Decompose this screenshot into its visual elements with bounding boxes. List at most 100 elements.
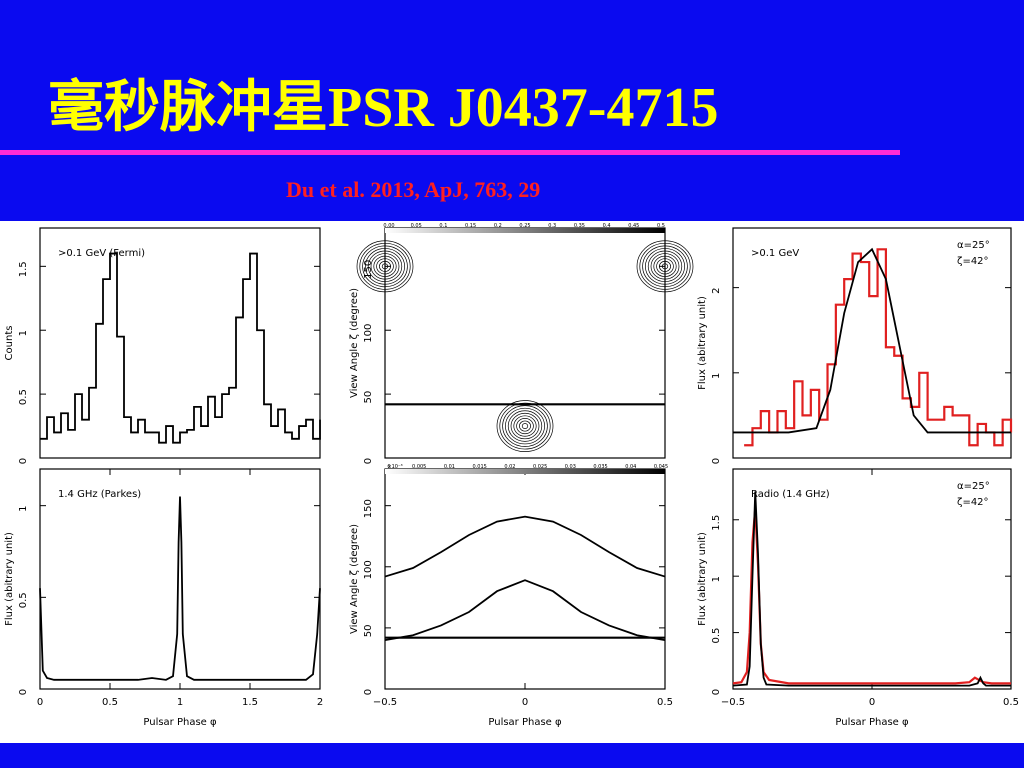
contour-ring bbox=[636, 240, 694, 293]
x-axis-label: Pulsar Phase φ bbox=[488, 717, 562, 728]
model-curve bbox=[733, 247, 1011, 434]
model-parameter: ζ=42° bbox=[957, 256, 989, 267]
x-tick-label: 1.5 bbox=[242, 697, 258, 708]
contour-ring bbox=[505, 407, 545, 445]
y-tick-label: 50 bbox=[363, 391, 374, 404]
colorbar-tick-label: 0.25 bbox=[519, 223, 530, 229]
contour-ring bbox=[507, 410, 543, 442]
x-tick-label: −0.5 bbox=[721, 697, 745, 708]
model-parameter: α=25° bbox=[957, 240, 990, 251]
y-tick-label: 0 bbox=[363, 689, 374, 695]
contour-ring bbox=[513, 415, 537, 437]
colorbar-tick-label: 0.00 bbox=[383, 223, 394, 229]
model-curve bbox=[40, 252, 321, 444]
contour-ring bbox=[647, 250, 683, 283]
colorbar-tick-label: 0 bbox=[387, 464, 390, 470]
y-tick-label: 1 bbox=[711, 373, 722, 379]
x-tick-label: 0 bbox=[869, 697, 875, 708]
x-axis-label: Pulsar Phase φ bbox=[835, 717, 909, 728]
y-axis-label: Counts bbox=[4, 326, 15, 361]
y-axis-label: Flux (abitrary unit) bbox=[697, 532, 708, 626]
x-tick-label: 1 bbox=[177, 697, 183, 708]
y-tick-label: 1 bbox=[18, 330, 29, 336]
emission_map_radio-chart: 0 50 100 150 −0.5 0 0.5 View Angle ζ (degree) Pu… bbox=[349, 464, 673, 728]
y-tick-label: 1 bbox=[18, 505, 29, 511]
contour-ring bbox=[521, 423, 529, 429]
y-tick-label: 0.5 bbox=[18, 592, 29, 608]
y-tick-label: 2 bbox=[711, 287, 722, 293]
y-tick-label: 0 bbox=[711, 458, 722, 464]
contour-ring bbox=[639, 242, 691, 290]
colorbar-tick-label: 0.02 bbox=[504, 464, 515, 470]
contour-ring bbox=[656, 258, 674, 275]
colorbar-tick-label: 0.35 bbox=[574, 223, 585, 229]
contour-ring bbox=[356, 240, 414, 293]
x-axis-label: Pulsar Phase φ bbox=[143, 717, 217, 728]
colorbar-strip bbox=[385, 228, 665, 233]
colorbar-tick-label: 0.045 bbox=[654, 464, 668, 470]
contour-ring bbox=[373, 255, 397, 277]
model-curve bbox=[384, 515, 666, 578]
gamma_model-frame bbox=[732, 227, 1012, 459]
slide-title: 毫秒脉冲星PSR J0437-4715 bbox=[48, 77, 719, 139]
y-tick-label: 150 bbox=[363, 499, 374, 518]
figure-svg: 0 0.5 1 1.5 Counts >0.1 GeV (Fermi) 0 0.5 1 0 0.5 1… bbox=[4, 223, 1019, 728]
contour-ring bbox=[367, 250, 403, 283]
y-axis-label: Flux (abitrary unit) bbox=[4, 532, 15, 626]
contour-ring bbox=[365, 248, 405, 285]
gamma_counts-chart: 0 0.5 1 1.5 Counts >0.1 GeV (Fermi) bbox=[4, 227, 321, 464]
colorbar-tick-label: 0.4 bbox=[603, 223, 611, 229]
colorbar-exponent: ×10⁻³ bbox=[387, 464, 402, 470]
title-divider bbox=[0, 150, 900, 155]
y-tick-label: 100 bbox=[363, 324, 374, 343]
x-tick-label: 0 bbox=[522, 697, 528, 708]
contour-ring bbox=[661, 263, 669, 270]
y-tick-label: 1 bbox=[711, 576, 722, 582]
gamma_counts-frame bbox=[39, 227, 321, 459]
panel-annotation: 1.4 GHz (Parkes) bbox=[58, 489, 141, 500]
colorbar-tick-label: 0.2 bbox=[494, 223, 502, 229]
figure-panel: 0 0.5 1 1.5 Counts >0.1 GeV (Fermi) 0 0.5 1 0 0.5 1… bbox=[0, 221, 1024, 743]
y-tick-label: 1.5 bbox=[18, 261, 29, 277]
x-tick-label: 0 bbox=[37, 697, 43, 708]
x-tick-label: 0.5 bbox=[1003, 697, 1019, 708]
y-tick-label: 0 bbox=[18, 689, 29, 695]
contour-ring bbox=[659, 260, 671, 272]
y-tick-label: 0 bbox=[18, 458, 29, 464]
colorbar-strip bbox=[385, 469, 665, 474]
y-tick-label: 0 bbox=[363, 458, 374, 464]
colorbar-tick-label: 0.005 bbox=[412, 464, 426, 470]
y-tick-label: 50 bbox=[363, 625, 374, 638]
observed-curve bbox=[732, 508, 1011, 685]
y-axis-label: View Angle ζ (degree) bbox=[349, 524, 360, 634]
x-tick-label: −0.5 bbox=[373, 697, 397, 708]
contour-ring bbox=[653, 255, 677, 277]
colorbar-tick-label: 0.025 bbox=[533, 464, 547, 470]
colorbar: 0.00 0.05 0.1 0.15 0.2 0.25 0.3 0.35 0.4 0.45 0.5 bbox=[383, 223, 665, 233]
panel-annotation: Radio (1.4 GHz) bbox=[751, 489, 830, 500]
colorbar-tick-label: 0.1 bbox=[439, 223, 447, 229]
radio_flux-chart: 0 0.5 1 0 0.5 1 1.5 2 Flux (abitrary unit) Pulsar… bbox=[4, 468, 323, 728]
model-parameter: ζ=42° bbox=[957, 497, 989, 508]
model-parameter: α=25° bbox=[957, 481, 990, 492]
contour-ring bbox=[381, 263, 389, 270]
contour-ring bbox=[362, 245, 408, 288]
x-tick-label: 0.5 bbox=[657, 697, 673, 708]
contour-ring bbox=[379, 260, 391, 272]
colorbar-tick-label: 0.01 bbox=[444, 464, 455, 470]
contour-ring bbox=[496, 400, 554, 452]
y-tick-label: 0.5 bbox=[711, 628, 722, 644]
y-tick-label: 0 bbox=[711, 689, 722, 695]
contour-ring bbox=[376, 258, 394, 275]
contour-ring bbox=[370, 253, 400, 280]
observed-curve bbox=[744, 248, 1013, 447]
colorbar-tick-label: 0.45 bbox=[628, 223, 639, 229]
colorbar-tick-label: 0.015 bbox=[473, 464, 487, 470]
contour-ring bbox=[499, 402, 551, 450]
colorbar-tick-label: 0.15 bbox=[465, 223, 476, 229]
y-tick-label: 1.5 bbox=[711, 515, 722, 531]
contour-ring bbox=[502, 405, 548, 447]
model-curve bbox=[384, 579, 666, 641]
